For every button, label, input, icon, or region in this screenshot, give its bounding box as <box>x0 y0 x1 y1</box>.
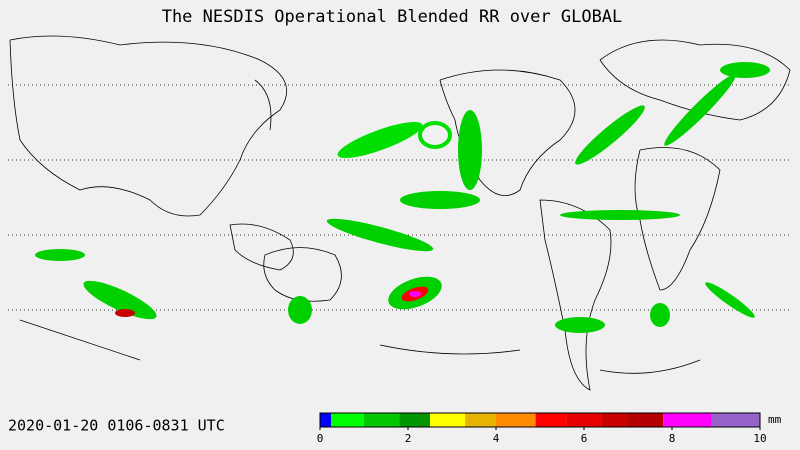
colorbar-frame <box>319 412 761 428</box>
colorbar-segment <box>399 413 430 427</box>
colorbar-segment <box>711 413 760 427</box>
colorbar-segment <box>566 413 602 427</box>
colorbar-unit: mm <box>768 413 782 426</box>
colorbar-segment <box>535 413 567 427</box>
colorbar-segment <box>601 413 628 427</box>
colorbar-segment <box>496 413 536 427</box>
colorbar-segment <box>663 413 712 427</box>
precipitation <box>35 62 770 333</box>
coastlines <box>9 35 791 391</box>
colorbar-segment <box>465 413 496 427</box>
map-title: The NESDIS Operational Blended RR over G… <box>162 7 623 27</box>
timestamp: 2020-01-20 0106-0831 UTC <box>8 417 225 435</box>
colorbar-tick-label: 8 <box>669 432 676 445</box>
colorbar-segment <box>331 413 364 427</box>
colorbar-tick-label: 10 <box>753 432 766 445</box>
colorbar-segment <box>430 413 466 427</box>
colorbar-tick-label: 2 <box>405 432 412 445</box>
colorbar-tick-label: 0 <box>317 432 324 445</box>
colorbar-tick-label: 6 <box>581 432 588 445</box>
colorbar-tick-label: 4 <box>493 432 500 445</box>
colorbar-segment <box>628 413 664 427</box>
latitude-lines <box>8 84 792 311</box>
colorbar-segment <box>320 413 331 427</box>
colorbar-segment <box>364 413 400 427</box>
